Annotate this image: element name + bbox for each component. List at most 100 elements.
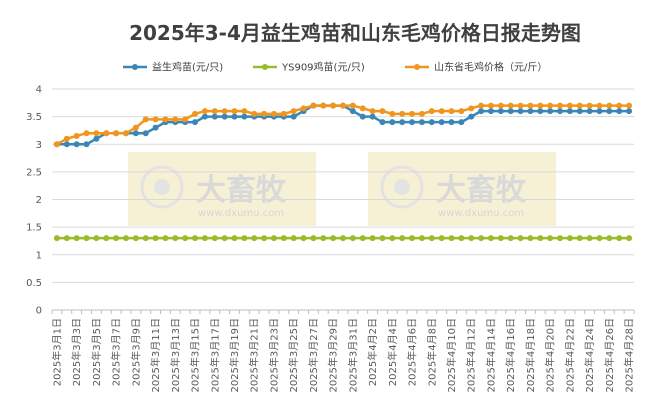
x-tick-label: 2025年3月3日 xyxy=(70,318,83,386)
data-point xyxy=(576,108,583,115)
data-point xyxy=(290,113,297,120)
watermark-right-url: www.dxumu.com xyxy=(438,208,524,219)
y-axis: 0 0.5 1 1.5 2 2.5 3 3.5 4 xyxy=(26,85,42,317)
data-point xyxy=(359,235,366,242)
data-point xyxy=(132,124,139,131)
data-point xyxy=(458,108,465,115)
legend-swatch-marker xyxy=(414,64,420,70)
x-tick-label: 2025年3月15日 xyxy=(189,318,202,393)
data-point xyxy=(566,108,573,115)
y-tick-label: 3 xyxy=(36,140,42,151)
data-point xyxy=(418,235,425,242)
data-point xyxy=(231,113,238,120)
data-point xyxy=(448,119,455,126)
data-point xyxy=(162,235,169,242)
data-point xyxy=(300,105,307,112)
data-point xyxy=(438,235,445,242)
y-tick-label: 1 xyxy=(36,250,42,261)
data-point xyxy=(349,108,356,115)
data-point xyxy=(320,235,327,242)
data-point xyxy=(547,235,554,242)
data-point xyxy=(418,110,425,117)
x-tick-label: 2025年4月2日 xyxy=(366,318,379,386)
data-point xyxy=(113,130,120,137)
y-tick-label: 3.5 xyxy=(26,112,42,123)
y-tick-label: 2 xyxy=(36,195,42,206)
data-point xyxy=(221,108,228,115)
data-point xyxy=(596,108,603,115)
data-point xyxy=(330,102,337,109)
data-point xyxy=(359,113,366,120)
x-tick-label: 2025年3月13日 xyxy=(169,318,182,393)
legend-item: YS909鸡苗(元/只) xyxy=(253,61,365,74)
data-point xyxy=(428,235,435,242)
x-tick-label: 2025年4月14日 xyxy=(484,318,497,393)
data-point xyxy=(497,102,504,109)
data-point xyxy=(448,235,455,242)
data-point xyxy=(399,119,406,126)
data-point xyxy=(172,235,179,242)
data-point xyxy=(566,235,573,242)
x-tick-label: 2025年4月26日 xyxy=(603,318,616,393)
x-tick-label: 2025年3月17日 xyxy=(208,318,221,393)
data-point xyxy=(389,110,396,117)
data-point xyxy=(438,108,445,115)
data-point xyxy=(241,113,248,120)
data-point xyxy=(349,235,356,242)
data-point xyxy=(290,235,297,242)
data-point xyxy=(280,110,287,117)
data-point xyxy=(537,108,544,115)
data-point xyxy=(399,235,406,242)
data-point xyxy=(606,235,613,242)
data-point xyxy=(438,119,445,126)
x-tick-label: 2025年3月7日 xyxy=(110,318,123,386)
data-point xyxy=(251,110,258,117)
data-point xyxy=(142,116,149,123)
data-point xyxy=(192,235,199,242)
data-point xyxy=(83,141,90,148)
data-point xyxy=(211,108,218,115)
data-point xyxy=(261,235,268,242)
watermark-right: 大畜牧 www.dxumu.com xyxy=(368,152,556,226)
y-tick-label: 0 xyxy=(36,306,42,317)
data-point xyxy=(103,235,110,242)
data-point xyxy=(192,110,199,117)
data-point xyxy=(83,130,90,137)
data-point xyxy=(63,141,70,148)
watermark-right-logo xyxy=(380,165,424,209)
data-point xyxy=(527,235,534,242)
data-point xyxy=(547,102,554,109)
data-point xyxy=(93,135,100,142)
y-tick-label: 2.5 xyxy=(26,167,42,178)
x-tick-label: 2025年3月5日 xyxy=(90,318,103,386)
data-point xyxy=(527,102,534,109)
data-point xyxy=(53,141,60,148)
x-tick-label: 2025年4月10日 xyxy=(445,318,458,393)
data-point xyxy=(478,102,485,109)
legend-swatch-marker xyxy=(132,64,138,70)
x-tick-label: 2025年4月16日 xyxy=(504,318,517,393)
data-point xyxy=(379,108,386,115)
data-point xyxy=(478,108,485,115)
data-point xyxy=(487,102,494,109)
legend-item: 山东省毛鸡价格（元/斤） xyxy=(405,61,547,74)
data-point xyxy=(409,110,416,117)
data-point xyxy=(300,235,307,242)
series-3 xyxy=(53,102,633,148)
x-tick-label: 2025年3月31日 xyxy=(346,318,359,393)
data-point xyxy=(53,235,60,242)
data-point xyxy=(389,235,396,242)
data-point xyxy=(557,108,564,115)
data-point xyxy=(83,235,90,242)
data-point xyxy=(616,102,623,109)
data-point xyxy=(369,113,376,120)
data-point xyxy=(458,119,465,126)
legend-item: 益生鸡苗(元/只) xyxy=(123,61,223,74)
data-point xyxy=(261,110,268,117)
x-tick-label: 2025年3月11日 xyxy=(149,318,162,393)
data-point xyxy=(241,235,248,242)
data-point xyxy=(152,124,159,131)
data-point xyxy=(557,235,564,242)
y-tick-label: 4 xyxy=(36,85,42,96)
